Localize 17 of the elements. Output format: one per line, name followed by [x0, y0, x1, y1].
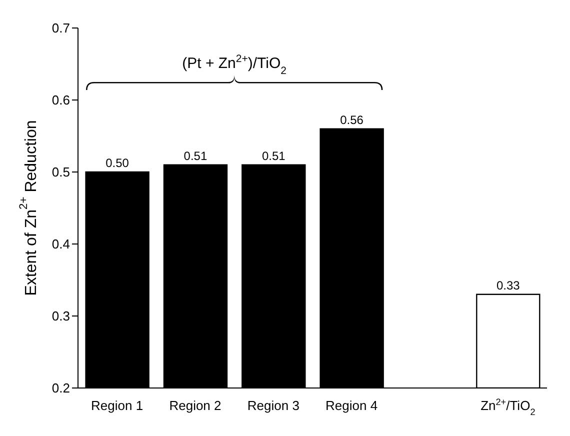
data-label: 0.50 [106, 156, 130, 170]
data-label: 0.51 [262, 148, 286, 163]
x-tick-label: Zn$^{2+}$/TiO$_{2}$ [480, 397, 536, 417]
x-tick-label: Region 2 [169, 398, 222, 413]
data-label: 0.51 [184, 148, 208, 163]
y-tick-label: 0.3 [52, 308, 70, 324]
data-label: 0.33 [496, 278, 520, 292]
annotation: (Pt + Zn$^{2+}$)/TiO$_{2}$ [182, 53, 287, 77]
y-tick-label: 0.7 [52, 20, 70, 36]
y-tick-label: 0.4 [52, 236, 70, 252]
x-tick-label: Region 4 [326, 398, 378, 413]
y-tick-label: 0.6 [52, 92, 70, 108]
x-tick-label: Region 3 [247, 398, 300, 413]
y-tick-label: 0.5 [52, 164, 70, 180]
x-tick-label: Region 1 [91, 398, 144, 413]
y-tick-label: 0.2 [52, 380, 70, 396]
data-label: 0.56 [340, 112, 364, 127]
